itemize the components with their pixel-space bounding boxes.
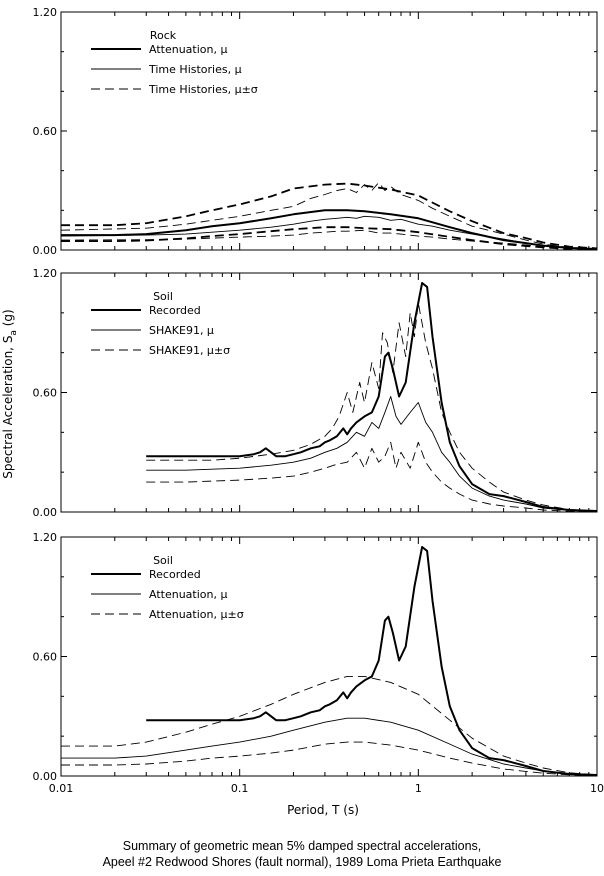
x-axis-title: Period, T (s) — [287, 803, 359, 817]
legend-entry: SHAKE91, μ — [149, 324, 214, 337]
series-line-shake91 — [146, 396, 598, 512]
legend-entry: Time Histories, μ — [148, 63, 242, 76]
series-line-attenuation — [61, 182, 598, 250]
series-line-time-histories — [60, 229, 598, 250]
y-tick-label: 0.00 — [33, 506, 58, 519]
legend-entry: Time Histories, μ±σ — [148, 83, 258, 96]
y-axis-title: Spectral Acceleration, Sa (g) — [1, 309, 19, 478]
plot-frame — [60, 536, 598, 777]
series-line-recorded — [146, 282, 598, 512]
legend-entry: Recorded — [149, 568, 201, 581]
y-tick-label: 0.60 — [33, 387, 58, 400]
series-line-time-histories — [60, 215, 598, 250]
legend-entry: Recorded — [149, 304, 201, 317]
y-tick-label: 1.20 — [33, 6, 58, 19]
x-tick-label: 10 — [590, 782, 604, 795]
series-line-attenuation — [61, 741, 598, 777]
y-tick-label: 1.20 — [33, 267, 58, 280]
plot-frame — [60, 11, 598, 251]
series-line-attenuation — [61, 717, 598, 776]
series-line-attenuation — [61, 675, 598, 776]
legend-title: Soil — [153, 554, 173, 567]
legend-entry: Attenuation, μ±σ — [149, 608, 244, 621]
y-tick-label: 0.00 — [33, 770, 58, 783]
series-line-attenuation — [61, 226, 598, 251]
series-line-shake91 — [146, 441, 598, 513]
series-line-attenuation — [61, 209, 598, 250]
plot-frame — [60, 272, 598, 513]
caption-line-1: Summary of geometric mean 5% damped spec… — [122, 839, 482, 853]
legend-entry: Attenuation, μ — [149, 588, 227, 601]
y-tick-label: 1.20 — [33, 531, 58, 544]
series-line-shake91 — [146, 302, 598, 512]
figure-caption: Summary of geometric mean 5% damped spec… — [0, 838, 604, 870]
x-tick-label: 1 — [415, 782, 422, 795]
x-tick-label: 0.01 — [49, 782, 74, 795]
legend-title: Rock — [150, 29, 177, 42]
y-tick-label: 0.60 — [33, 651, 58, 664]
series-line-time-histories — [60, 182, 598, 250]
legend-title: Soil — [153, 290, 173, 303]
y-tick-label: 0.60 — [33, 125, 58, 138]
caption-line-2: Apeel #2 Redwood Shores (fault normal), … — [102, 855, 502, 869]
series-line-recorded — [146, 546, 598, 776]
x-tick-label: 0.1 — [231, 782, 249, 795]
y-tick-label: 0.00 — [33, 244, 58, 257]
legend-entry: Attenuation, μ — [149, 43, 227, 56]
legend-entry: SHAKE91, μ±σ — [149, 344, 230, 357]
